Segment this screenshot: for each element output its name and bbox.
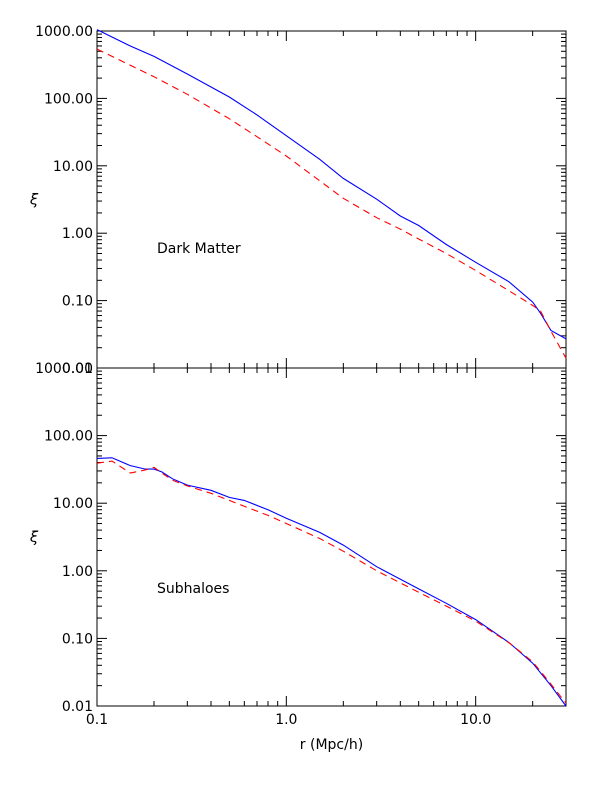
y-tick-label: 0.01 <box>62 361 93 377</box>
y-tick-label: 1000.00 <box>35 24 93 40</box>
x-tick-label: 1.0 <box>275 712 297 728</box>
plot-frame <box>96 367 567 707</box>
y-tick-label: 0.10 <box>62 294 93 310</box>
dashed-series-line <box>96 460 567 704</box>
chart-panel-1: 1000.00 100.00 10.00 1.00 0.10 0.01 ξ Dark Matt… <box>29 24 567 377</box>
y-tick-label: 100.00 <box>44 429 93 445</box>
y-tick-label: 0.10 <box>62 631 93 647</box>
plot-frame <box>96 30 567 369</box>
solid-series-line <box>96 29 567 340</box>
y-tick-label: 0.01 <box>62 699 93 715</box>
y-axis-label: ξ <box>29 191 39 209</box>
y-tick-label: 100.00 <box>44 91 93 107</box>
panel-annotation: Dark Matter <box>157 241 241 257</box>
x-tick-label: 0.1 <box>86 712 108 728</box>
y-tick-label: 10.00 <box>53 159 93 175</box>
y-tick-label: 1.00 <box>62 226 93 242</box>
y-tick-label: 1.00 <box>62 564 93 580</box>
panel-annotation: Subhaloes <box>157 581 229 597</box>
solid-series-line <box>96 457 567 707</box>
y-tick-label: 10.00 <box>53 496 93 512</box>
x-tick-label: 10.0 <box>460 712 491 728</box>
y-tick-label: 1000.00 <box>35 361 93 377</box>
x-axis-label: r (Mpc/h) <box>300 737 363 753</box>
dashed-series-line <box>96 48 567 359</box>
y-axis-label: ξ <box>29 528 39 546</box>
